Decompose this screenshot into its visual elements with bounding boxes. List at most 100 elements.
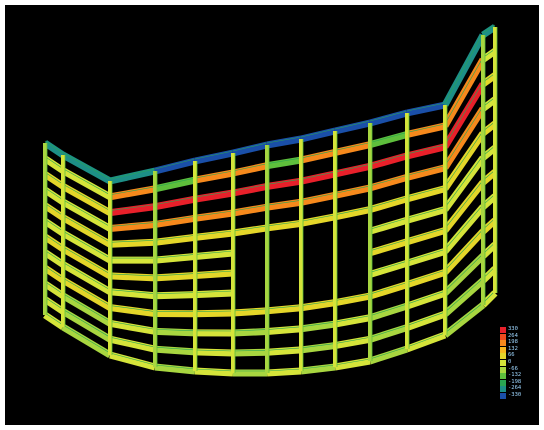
floor-beam [405,289,447,310]
beam-edge [194,310,234,313]
beam-edge [44,218,64,232]
beam-edge [406,186,446,198]
floor-beam [154,157,196,175]
beam-edge [62,184,111,211]
beam-edge [62,277,111,306]
floor-beam [154,345,196,356]
floor-beam [61,183,112,216]
beam-edge [444,204,484,250]
beam-edge [334,315,371,323]
floor-beam [300,127,336,143]
beam-edge [154,346,196,351]
floor-beam [43,186,65,205]
beam-edge [109,352,156,366]
beam-edge [62,168,111,196]
floor-beam [406,227,446,246]
beam-edge [444,229,484,271]
floor-beam [61,261,112,295]
beam-edge [406,123,446,133]
floor-beam [43,202,65,221]
beam-edge [232,329,268,332]
beam-edge [369,260,408,273]
floor-beam [266,177,302,190]
beam-edge [44,234,64,248]
beam-edge [300,364,336,370]
floor-beam [61,323,112,359]
beam-edge [369,346,408,360]
floor-beam [194,289,234,299]
beam-edge [406,269,446,283]
floor-beam [109,272,156,282]
floor-beam [61,151,112,185]
color-legend: 330 264 198 132 66 0 -66 -132 -198 -264 … [500,326,530,401]
floor-beam [109,220,156,232]
legend-item: -132 [500,372,530,380]
floor-beams [43,24,498,377]
floor-beam [109,185,156,201]
floor-beam [442,106,486,170]
floor-beam [154,233,196,246]
legend-swatch [500,346,506,353]
structural-model-viewport: 330 264 198 132 66 0 -66 -132 -198 -264 … [5,5,539,425]
beam-edge [154,235,196,241]
legend-item: 264 [500,333,530,340]
floor-beam [109,319,156,335]
floor-beam [154,195,196,211]
floor-beam [300,299,336,312]
floor-beam [334,184,371,199]
floor-beam [406,206,446,224]
floor-beam [368,324,409,343]
floor-beam [154,291,196,300]
beam-edge [334,337,371,344]
beam-edge [154,273,196,277]
floor-beam [334,162,371,178]
legend-swatch [500,353,506,360]
floor-beam [154,272,196,282]
floor-beam [334,119,371,135]
floor-beam [194,189,234,203]
floor-beam [369,131,408,149]
beam-edge [406,165,446,176]
floor-beam [232,307,268,317]
beam-edge [154,292,196,295]
beam-edge [266,178,302,185]
legend-swatch [500,340,506,347]
floor-beam [266,219,302,232]
floor-beam [266,304,302,315]
floor-beam [194,348,234,357]
legend-item: 330 [500,326,530,333]
floor-beam [61,292,112,327]
floor-beam [405,248,447,267]
legend-item: 132 [500,346,530,353]
floor-beam [154,327,196,337]
floor-beam [266,325,302,336]
floor-beam [266,367,302,377]
floor-beam [109,203,156,217]
beam-edge [62,215,111,243]
floor-beam [368,259,409,278]
beam-edge [266,136,302,144]
beam-edge [300,171,336,180]
beam-edge [109,222,156,227]
legend-item: -198 [500,379,530,386]
beam-edge [334,185,371,194]
beam-edge [109,305,156,312]
legend-item: 198 [500,339,530,347]
legend-label: 330 [508,326,518,332]
beam-edge [109,289,156,295]
floor-beam [369,152,408,170]
legend-swatch [500,360,506,366]
beam-edge [44,172,64,185]
beam-edge [406,228,446,241]
beam-edge [406,102,446,112]
floor-beam [300,149,336,164]
beam-edge [369,110,408,122]
floor-beam [442,277,486,317]
beam-edge [444,131,484,187]
floor-beam [334,314,371,328]
beam-edge [62,324,111,354]
beam-edge [109,204,156,211]
floor-beam [109,238,156,248]
floor-beam [442,131,486,191]
